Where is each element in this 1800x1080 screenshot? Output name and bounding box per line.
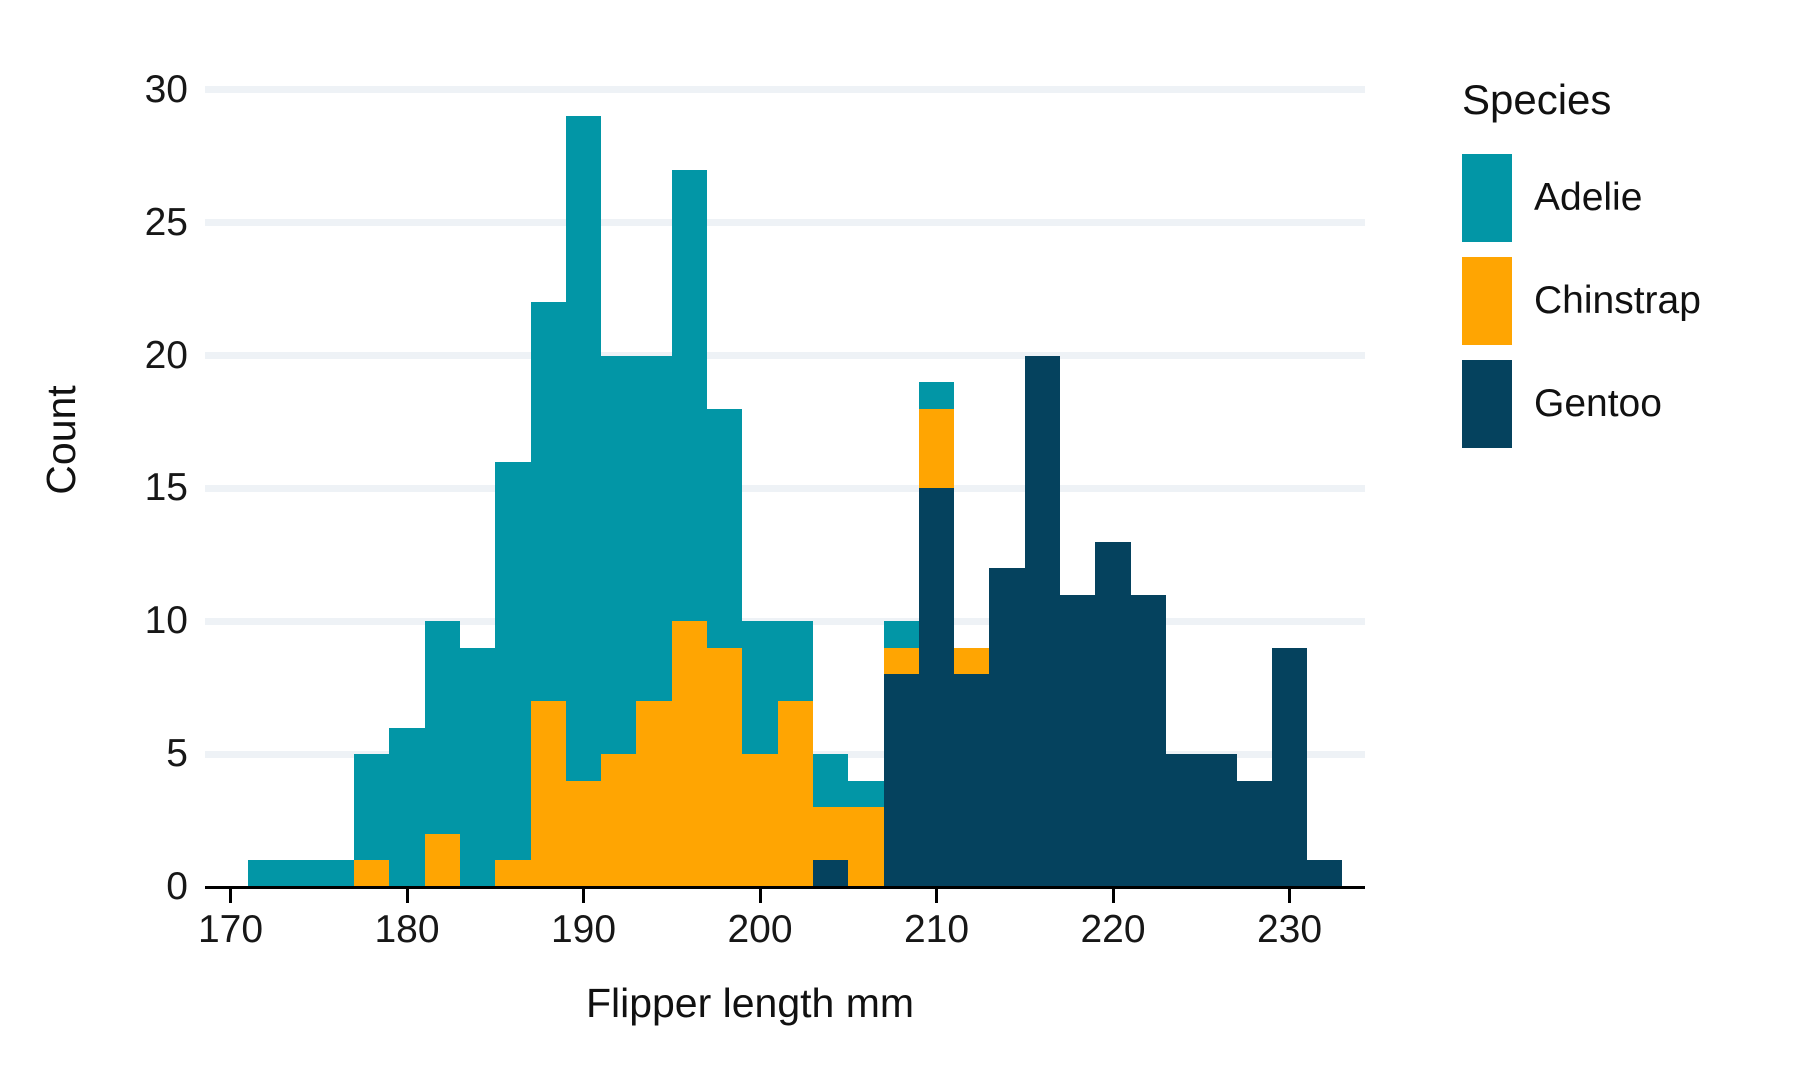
x-tick-170 <box>229 889 232 903</box>
y-tick-label-5: 5 <box>166 732 188 776</box>
histogram-segment-chinstrap-211 <box>954 647 990 675</box>
histogram-segment-adelie-199 <box>742 621 778 755</box>
histogram-segment-adelie-187 <box>530 302 566 701</box>
histogram-segment-adelie-181 <box>424 621 460 834</box>
x-tick-200 <box>758 889 762 903</box>
legend-item-label: Gentoo <box>1534 382 1662 425</box>
gridline-y-15 <box>205 484 1365 492</box>
legend-swatch-chinstrap <box>1462 257 1512 345</box>
histogram-segment-adelie-197 <box>707 408 743 648</box>
histogram-segment-chinstrap-195 <box>671 621 708 887</box>
histogram-segment-chinstrap-191 <box>601 754 637 887</box>
y-tick-label-15: 15 <box>144 466 188 510</box>
y-axis-title: Count <box>38 385 84 495</box>
histogram-segment-gentoo-229 <box>1271 647 1308 887</box>
histogram-segment-chinstrap-181 <box>424 833 460 887</box>
histogram-segment-chinstrap-201 <box>777 701 813 887</box>
gridline-y-20 <box>205 352 1365 360</box>
histogram-segment-chinstrap-197 <box>707 647 743 887</box>
x-tick-label-170: 170 <box>197 908 264 951</box>
y-tick-label-0: 0 <box>166 865 188 908</box>
x-tick-230 <box>1288 889 1291 903</box>
histogram-segment-adelie-177 <box>354 754 390 861</box>
histogram-segment-gentoo-221 <box>1130 594 1166 887</box>
legend-item-gentoo: Gentoo <box>1462 360 1701 448</box>
legend-swatch-gentoo <box>1462 360 1512 448</box>
x-tick-label-190: 190 <box>550 908 617 951</box>
histogram-segment-adelie-207 <box>883 621 919 648</box>
histogram-segment-adelie-185 <box>495 461 531 861</box>
y-tick-label-20: 20 <box>144 333 188 377</box>
histogram-segment-adelie-175 <box>318 860 355 887</box>
x-tick-label-200: 200 <box>727 908 793 951</box>
histogram-segment-adelie-189 <box>565 116 602 781</box>
histogram-segment-gentoo-231 <box>1307 860 1343 887</box>
x-tick-label-180: 180 <box>374 908 440 951</box>
histogram-segment-adelie-209 <box>918 382 955 409</box>
histogram-segment-gentoo-207 <box>883 674 919 887</box>
legend-title: Species <box>1462 76 1612 123</box>
histogram-segment-adelie-179 <box>389 727 425 887</box>
histogram-segment-gentoo-219 <box>1095 541 1131 887</box>
histogram-segment-chinstrap-177 <box>354 860 390 887</box>
y-tick-label-30: 30 <box>144 67 188 111</box>
legend-item-label: Chinstrap <box>1534 279 1701 322</box>
x-tick-210 <box>935 889 938 903</box>
histogram-segment-gentoo-211 <box>954 674 990 887</box>
histogram-segment-adelie-203 <box>812 754 849 808</box>
x-tick-190 <box>582 889 585 903</box>
legend-items: Adelie Chinstrap Gentoo <box>1462 154 1701 448</box>
histogram-segment-chinstrap-203 <box>812 807 849 861</box>
legend-swatch-adelie <box>1462 154 1512 242</box>
x-axis-title: Flipper length mm <box>585 980 915 1026</box>
histogram-segment-chinstrap-207 <box>883 647 919 675</box>
histogram-segment-chinstrap-209 <box>918 408 955 489</box>
gridline-y-25 <box>205 219 1365 227</box>
histogram-segment-adelie-183 <box>459 647 496 887</box>
histogram-segment-chinstrap-205 <box>848 807 884 887</box>
histogram-segment-chinstrap-193 <box>636 701 672 887</box>
histogram-segment-gentoo-209 <box>918 488 955 887</box>
x-tick-label-210: 210 <box>903 908 970 951</box>
y-tick-label-10: 10 <box>144 599 188 643</box>
legend-item-chinstrap: Chinstrap <box>1462 257 1701 345</box>
histogram-segment-chinstrap-199 <box>742 754 778 887</box>
x-tick-180 <box>405 889 409 903</box>
x-tick-label-220: 220 <box>1080 908 1146 951</box>
histogram-segment-gentoo-215 <box>1024 355 1061 887</box>
histogram-segment-adelie-173 <box>283 860 319 887</box>
histogram-segment-adelie-193 <box>636 355 672 701</box>
x-tick-label-230: 230 <box>1256 908 1323 951</box>
histogram-segment-gentoo-227 <box>1236 780 1272 887</box>
histogram-segment-chinstrap-187 <box>530 701 566 887</box>
histogram-segment-chinstrap-185 <box>495 860 531 887</box>
x-axis-line <box>205 886 1365 889</box>
histogram-segment-adelie-195 <box>671 169 708 622</box>
histogram-segment-adelie-171 <box>248 860 284 887</box>
histogram-segment-gentoo-225 <box>1201 754 1237 887</box>
histogram-segment-gentoo-213 <box>989 568 1025 887</box>
histogram-segment-adelie-191 <box>601 355 637 755</box>
legend: Species Adelie Chinstrap Gentoo <box>1462 76 1701 463</box>
histogram-segment-adelie-201 <box>777 621 813 701</box>
histogram-segment-gentoo-217 <box>1060 594 1096 887</box>
x-tick-220 <box>1111 889 1115 903</box>
legend-item-adelie: Adelie <box>1462 154 1701 242</box>
gridline-y-30 <box>205 86 1365 94</box>
legend-item-label: Adelie <box>1534 176 1643 219</box>
y-tick-label-25: 25 <box>144 200 188 244</box>
histogram-segment-adelie-205 <box>848 780 884 808</box>
histogram-segment-gentoo-223 <box>1165 754 1202 887</box>
histogram-segment-gentoo-203 <box>812 860 849 887</box>
histogram-segment-chinstrap-189 <box>565 780 602 887</box>
